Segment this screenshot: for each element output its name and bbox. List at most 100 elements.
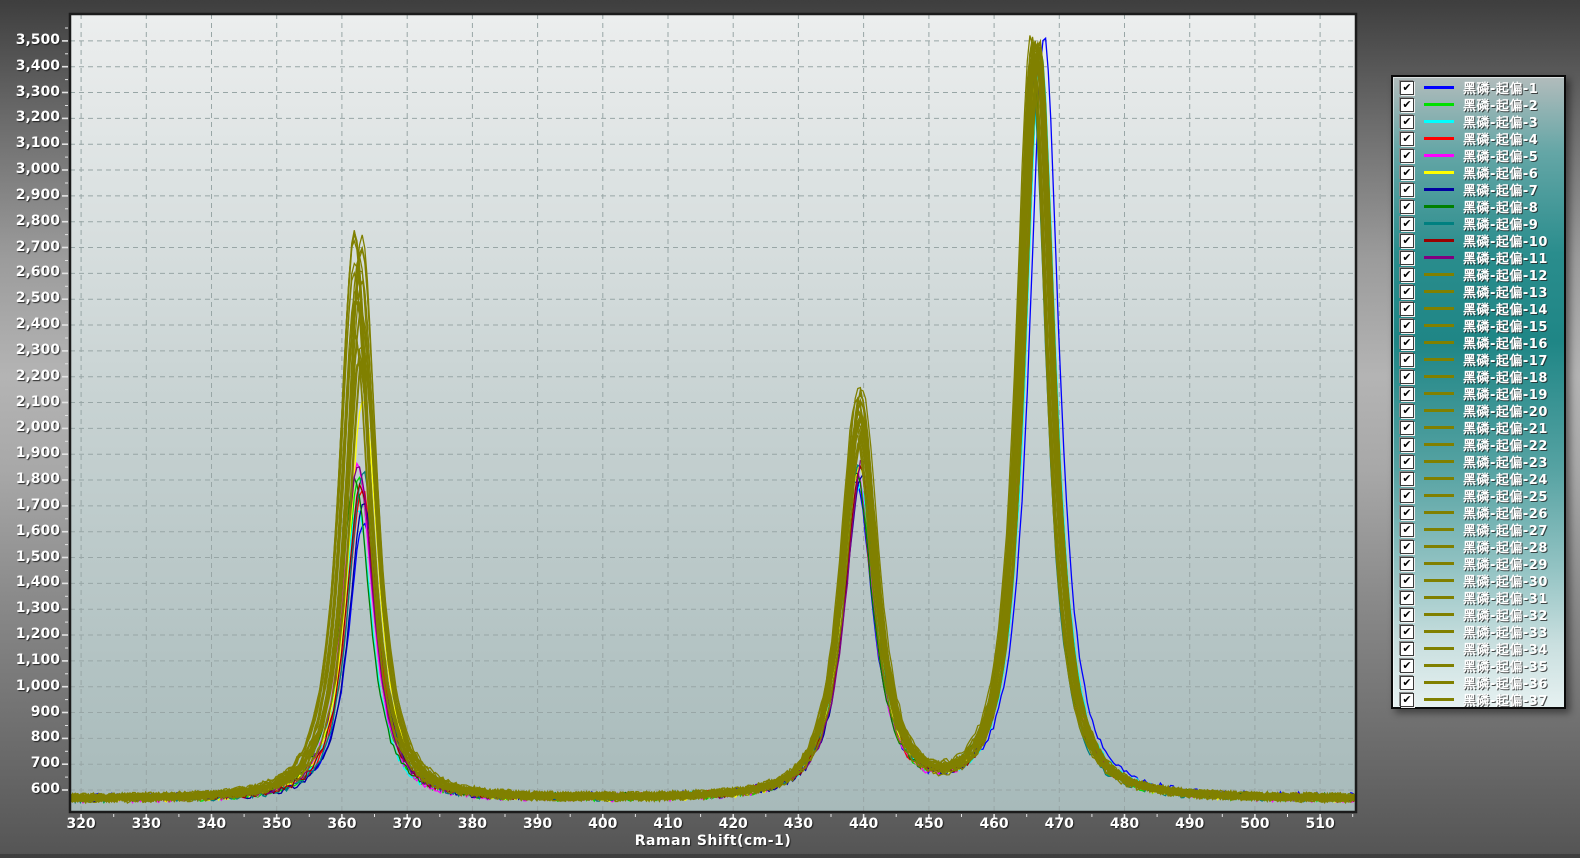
legend-checkbox[interactable]: ✔ (1400, 216, 1414, 231)
legend-checkbox[interactable]: ✔ (1400, 369, 1414, 384)
legend-checkbox[interactable]: ✔ (1400, 590, 1414, 605)
legend-checkbox[interactable]: ✔ (1400, 522, 1414, 537)
x-tick-label: 470 (1044, 816, 1074, 832)
legend-item-label: 黑磷-起偏-10 (1463, 235, 1548, 250)
series-color-swatch (1424, 664, 1454, 667)
legend-item-label: 黑磷-起偏-31 (1463, 592, 1548, 607)
legend-checkbox[interactable]: ✔ (1400, 318, 1414, 333)
legend-item[interactable]: ✔ 黑磷-起偏-6 (1393, 164, 1564, 182)
legend-item[interactable]: ✔ 黑磷-起偏-11 (1393, 249, 1564, 267)
legend-item[interactable]: ✔ 黑磷-起偏-15 (1393, 317, 1564, 335)
legend-checkbox[interactable]: ✔ (1400, 284, 1414, 299)
legend-item[interactable]: ✔ 黑磷-起偏-14 (1393, 300, 1564, 318)
legend-item[interactable]: ✔ 黑磷-起偏-13 (1393, 283, 1564, 301)
legend-item[interactable]: ✔ 黑磷-起偏-28 (1393, 538, 1564, 556)
legend-checkbox[interactable]: ✔ (1400, 182, 1414, 197)
legend-item[interactable]: ✔ 黑磷-起偏-7 (1393, 181, 1564, 199)
x-tick-label: 420 (718, 816, 748, 832)
legend-checkbox[interactable]: ✔ (1400, 454, 1414, 469)
legend-checkbox[interactable]: ✔ (1400, 386, 1414, 401)
series-color-swatch (1424, 86, 1454, 89)
legend-item[interactable]: ✔ 黑磷-起偏-23 (1393, 453, 1564, 471)
legend-checkbox[interactable]: ✔ (1400, 624, 1414, 639)
legend-checkbox[interactable]: ✔ (1400, 148, 1414, 163)
legend-checkbox[interactable]: ✔ (1400, 471, 1414, 486)
legend-item[interactable]: ✔ 黑磷-起偏-37 (1393, 691, 1564, 709)
series-color-swatch (1424, 630, 1454, 633)
y-tick-label: 2,200 (15, 367, 60, 384)
series-color-swatch (1424, 545, 1454, 548)
legend-checkbox[interactable]: ✔ (1400, 692, 1414, 707)
legend-item[interactable]: ✔ 黑磷-起偏-22 (1393, 436, 1564, 454)
x-tick-label: 440 (849, 816, 879, 832)
legend-checkbox[interactable]: ✔ (1400, 573, 1414, 588)
legend-item[interactable]: ✔ 黑磷-起偏-21 (1393, 419, 1564, 437)
legend-item[interactable]: ✔ 黑磷-起偏-18 (1393, 368, 1564, 386)
legend-item[interactable]: ✔ 黑磷-起偏-1 (1393, 79, 1564, 97)
legend-item[interactable]: ✔ 黑磷-起偏-2 (1393, 96, 1564, 114)
legend-checkbox[interactable]: ✔ (1400, 488, 1414, 503)
legend-checkbox[interactable]: ✔ (1400, 131, 1414, 146)
legend-item[interactable]: ✔ 黑磷-起偏-27 (1393, 521, 1564, 539)
legend-item[interactable]: ✔ 黑磷-起偏-36 (1393, 674, 1564, 692)
legend-item[interactable]: ✔ 黑磷-起偏-8 (1393, 198, 1564, 216)
legend-item[interactable]: ✔ 黑磷-起偏-9 (1393, 215, 1564, 233)
legend-item[interactable]: ✔ 黑磷-起偏-12 (1393, 266, 1564, 284)
legend-checkbox[interactable]: ✔ (1400, 233, 1414, 248)
legend-item[interactable]: ✔ 黑磷-起偏-19 (1393, 385, 1564, 403)
legend-item[interactable]: ✔ 黑磷-起偏-5 (1393, 147, 1564, 165)
legend-checkbox[interactable]: ✔ (1400, 420, 1414, 435)
legend-item[interactable]: ✔ 黑磷-起偏-10 (1393, 232, 1564, 250)
legend-item[interactable]: ✔ 黑磷-起偏-33 (1393, 623, 1564, 641)
series-lines (70, 35, 1356, 805)
legend-item[interactable]: ✔ 黑磷-起偏-29 (1393, 555, 1564, 573)
legend-checkbox[interactable]: ✔ (1400, 301, 1414, 316)
tick-marks (62, 27, 1354, 820)
legend-item-label: 黑磷-起偏-35 (1463, 660, 1548, 675)
legend-checkbox[interactable]: ✔ (1400, 556, 1414, 571)
legend-item-label: 黑磷-起偏-7 (1463, 184, 1539, 199)
legend-item[interactable]: ✔ 黑磷-起偏-31 (1393, 589, 1564, 607)
legend-checkbox[interactable]: ✔ (1400, 641, 1414, 656)
legend-checkbox[interactable]: ✔ (1400, 352, 1414, 367)
legend-item[interactable]: ✔ 黑磷-起偏-26 (1393, 504, 1564, 522)
legend-checkbox[interactable]: ✔ (1400, 505, 1414, 520)
series-color-swatch (1424, 443, 1454, 446)
legend-checkbox[interactable]: ✔ (1400, 199, 1414, 214)
legend-checkbox[interactable]: ✔ (1400, 437, 1414, 452)
legend-item[interactable]: ✔ 黑磷-起偏-3 (1393, 113, 1564, 131)
legend-item[interactable]: ✔ 黑磷-起偏-17 (1393, 351, 1564, 369)
legend-checkbox[interactable]: ✔ (1400, 250, 1414, 265)
legend-checkbox[interactable]: ✔ (1400, 403, 1414, 418)
legend-checkbox[interactable]: ✔ (1400, 675, 1414, 690)
legend-item[interactable]: ✔ 黑磷-起偏-32 (1393, 606, 1564, 624)
legend-item[interactable]: ✔ 黑磷-起偏-16 (1393, 334, 1564, 352)
series-color-swatch (1424, 460, 1454, 463)
gridlines (70, 14, 1356, 812)
legend-item[interactable]: ✔ 黑磷-起偏-25 (1393, 487, 1564, 505)
legend-item[interactable]: ✔ 黑磷-起偏-20 (1393, 402, 1564, 420)
legend-checkbox[interactable]: ✔ (1400, 267, 1414, 282)
legend-checkbox[interactable]: ✔ (1400, 607, 1414, 622)
legend-item-label: 黑磷-起偏-3 (1463, 116, 1539, 131)
legend-item[interactable]: ✔ 黑磷-起偏-24 (1393, 470, 1564, 488)
legend-checkbox[interactable]: ✔ (1400, 165, 1414, 180)
legend-item-label: 黑磷-起偏-33 (1463, 626, 1548, 641)
legend-checkbox[interactable]: ✔ (1400, 539, 1414, 554)
legend-item[interactable]: ✔ 黑磷-起偏-34 (1393, 640, 1564, 658)
x-tick-label: 450 (914, 816, 944, 832)
legend-checkbox[interactable]: ✔ (1400, 97, 1414, 112)
legend-checkbox[interactable]: ✔ (1400, 114, 1414, 129)
legend-checkbox[interactable]: ✔ (1400, 80, 1414, 95)
legend-item[interactable]: ✔ 黑磷-起偏-30 (1393, 572, 1564, 590)
legend-item-label: 黑磷-起偏-15 (1463, 320, 1548, 335)
series-color-swatch (1424, 358, 1454, 361)
y-tick-label: 2,000 (15, 419, 60, 436)
legend-item[interactable]: ✔ 黑磷-起偏-35 (1393, 657, 1564, 675)
x-tick-label: 510 (1305, 816, 1335, 832)
series-color-swatch (1424, 392, 1454, 395)
y-tick-label: 2,800 (15, 212, 60, 229)
legend-checkbox[interactable]: ✔ (1400, 658, 1414, 673)
legend-item[interactable]: ✔ 黑磷-起偏-4 (1393, 130, 1564, 148)
legend-checkbox[interactable]: ✔ (1400, 335, 1414, 350)
